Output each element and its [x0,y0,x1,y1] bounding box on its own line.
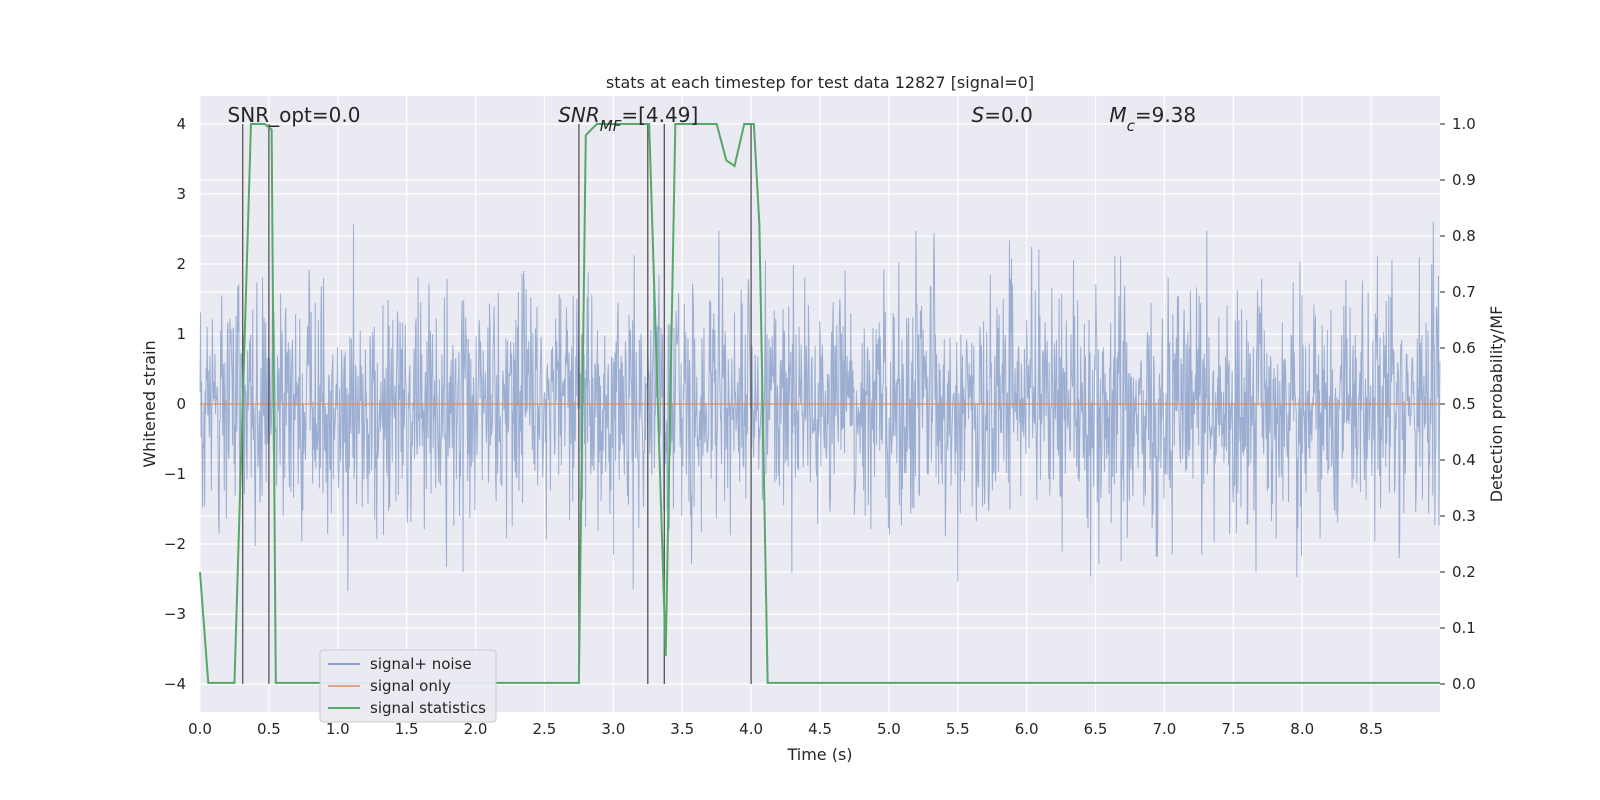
y-tick-label: 4 [176,115,186,133]
noise-line [199,221,1441,592]
x-tick-label: 1.5 [395,720,419,738]
y2-tick-label: 0.5 [1452,395,1476,413]
series-signal-statistics [199,123,1440,684]
x-tick-label: 7.5 [1221,720,1245,738]
x-tick-label: 8.5 [1359,720,1383,738]
y-axis-label: Whitened strain [140,340,159,467]
x-tick-label: 3.0 [601,720,625,738]
signal-statistics-line [199,123,1440,684]
x-tick-label: 4.5 [808,720,832,738]
x-tick-label: 2.0 [464,720,488,738]
series-signal-plus-noise [199,221,1441,592]
legend: signal+ noise signal only signal statist… [319,649,497,723]
x-tick-label: 6.0 [1015,720,1039,738]
x-tick-label: 0.0 [188,720,212,738]
x-tick-label: 7.0 [1153,720,1177,738]
y2-tick-label: 0.3 [1452,507,1476,525]
legend-box [319,649,497,723]
y-tick-label: −2 [164,535,186,553]
y2-tick-label: 1.0 [1452,115,1476,133]
annotation: SNRMF=[4.49] [558,103,698,135]
x-tick-label: 3.5 [670,720,694,738]
legend-entry-signal-statistics: signal statistics [370,699,486,717]
x-tick-label: 1.0 [326,720,350,738]
y-tick-label: −3 [164,605,186,623]
x-axis-ticks: 0.0 0.5 1.0 1.5 2.0 2.5 3.0 3.5 4.0 4.5 5.0 5.5 6.0 6… [188,720,1383,738]
y2-tick-label: 0.8 [1452,227,1476,245]
y2-tick-label: 0.1 [1452,619,1476,637]
y2-tick-label: 0.4 [1452,451,1476,469]
y2-axis-ticks: 1.0 0.9 0.8 0.7 0.6 0.5 0.4 0.3 0.2 0.1 0.0 [1440,115,1476,693]
y-tick-label: 0 [176,395,186,413]
x-tick-label: 5.0 [877,720,901,738]
x-tick-label: 8.0 [1290,720,1314,738]
y-tick-label: 3 [176,185,186,203]
y2-tick-label: 0.9 [1452,171,1476,189]
y2-tick-label: 0.7 [1452,283,1476,301]
x-tick-label: 5.5 [946,720,970,738]
y-tick-label: 1 [176,325,186,343]
legend-entry-signal-only: signal only [370,677,451,695]
chart-title: stats at each timestep for test data 128… [606,73,1034,92]
legend-entry-signal-plus-noise: signal+ noise [370,655,472,673]
x-tick-label: 4.0 [739,720,763,738]
y-tick-label: −1 [164,465,186,483]
y2-tick-label: 0.2 [1452,563,1476,581]
y-tick-label: −4 [164,675,186,693]
x-tick-label: 6.5 [1084,720,1108,738]
x-axis-label: Time (s) [786,745,852,764]
y-tick-label: 2 [176,255,186,273]
annotation: Mc=9.38 [1109,103,1196,135]
y-axis-ticks: 4 3 2 1 0 −1 −2 −3 −4 [164,115,186,693]
x-tick-label: 0.5 [257,720,281,738]
annotation: SNR_opt=0.0 [228,103,361,127]
x-tick-label: 2.5 [533,720,557,738]
annotation: S=0.0 [972,103,1033,127]
y2-axis-label: Detection probability/MF [1487,306,1506,503]
y2-tick-label: 0.0 [1452,675,1476,693]
annotations: SNR_opt=0.0 SNRMF=[4.49] S=0.0 Mc=9.38 [228,103,1197,135]
y2-tick-label: 0.6 [1452,339,1476,357]
